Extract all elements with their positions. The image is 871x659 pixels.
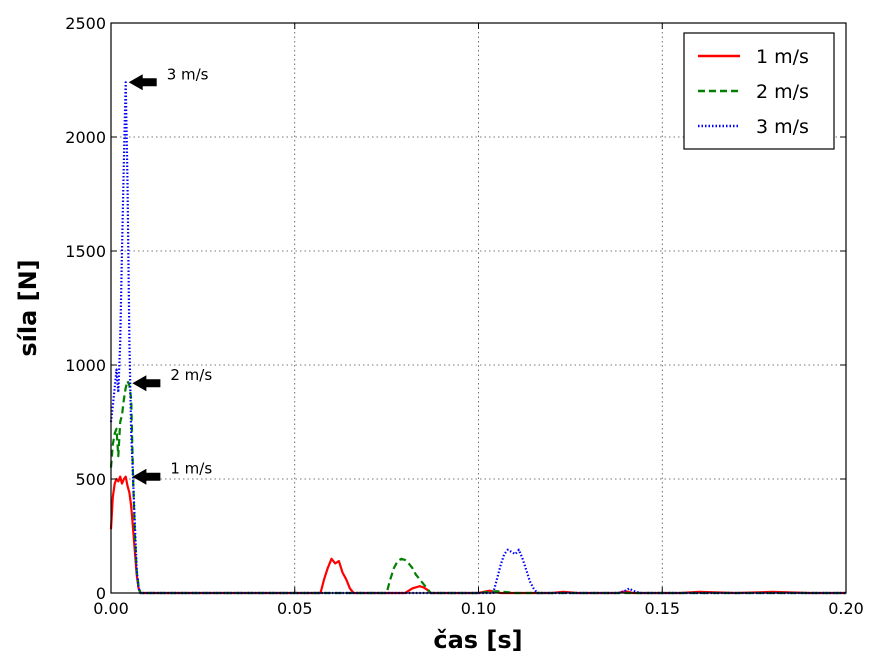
y-tick-label: 1500 bbox=[65, 242, 106, 261]
annotation-label: 2 m/s bbox=[170, 366, 212, 384]
y-axis-label: síla [N] bbox=[14, 259, 42, 356]
x-tick-label: 0.00 bbox=[93, 599, 129, 618]
grid bbox=[111, 23, 846, 593]
legend-label-2: 2 m/s bbox=[756, 81, 809, 103]
annotations: 3 m/s 2 m/s 1 m/s bbox=[128, 65, 212, 485]
annotation-label: 1 m/s bbox=[170, 460, 212, 478]
x-tick-label: 0.20 bbox=[828, 599, 864, 618]
x-tick-label: 0.05 bbox=[277, 599, 313, 618]
annotation-3: 1 m/s bbox=[132, 460, 212, 485]
annotation-2: 2 m/s bbox=[132, 366, 212, 392]
annotation-arrow bbox=[128, 74, 157, 91]
annotation-label: 3 m/s bbox=[167, 65, 209, 83]
y-tick-label: 0 bbox=[96, 584, 106, 603]
y-tick-label: 2500 bbox=[65, 14, 106, 33]
x-tick-label: 0.10 bbox=[461, 599, 497, 618]
axis-ticks: 0.00 0.05 0.10 0.15 0.20 0 500 1000 1500 2000 2500 bbox=[65, 14, 864, 618]
legend-label-1: 1 m/s bbox=[756, 46, 809, 68]
annotation-arrow bbox=[132, 375, 161, 392]
legend-label-3: 3 m/s bbox=[756, 116, 809, 138]
x-tick-label: 0.15 bbox=[644, 599, 680, 618]
x-axis-label: čas [s] bbox=[433, 626, 522, 654]
legend: 1 m/s 2 m/s 3 m/s bbox=[683, 32, 835, 150]
y-tick-label: 500 bbox=[75, 470, 106, 489]
annotation-arrow bbox=[132, 468, 161, 485]
y-tick-label: 2000 bbox=[65, 128, 106, 147]
annotation-1: 3 m/s bbox=[128, 65, 209, 91]
y-tick-label: 1000 bbox=[65, 356, 106, 375]
